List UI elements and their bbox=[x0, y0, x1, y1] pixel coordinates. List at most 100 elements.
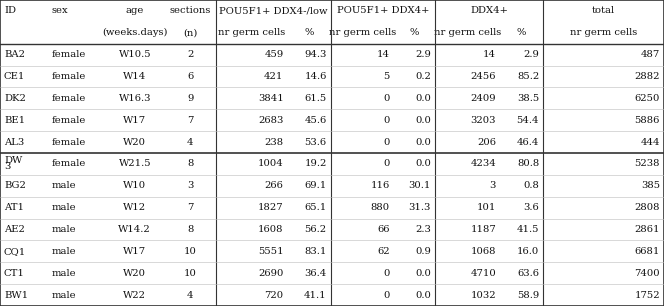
Text: 66: 66 bbox=[377, 225, 390, 234]
Text: ID: ID bbox=[4, 6, 16, 15]
Text: 6: 6 bbox=[187, 72, 193, 81]
Text: female: female bbox=[52, 50, 86, 59]
Text: nr germ cells: nr germ cells bbox=[570, 28, 637, 37]
Text: 4710: 4710 bbox=[470, 269, 496, 278]
Text: 238: 238 bbox=[264, 138, 284, 147]
Text: 54.4: 54.4 bbox=[517, 116, 539, 125]
Text: 14.6: 14.6 bbox=[304, 72, 327, 81]
Text: AT1: AT1 bbox=[4, 203, 24, 212]
Text: 7: 7 bbox=[187, 116, 193, 125]
Text: 116: 116 bbox=[371, 181, 390, 190]
Text: 1608: 1608 bbox=[258, 225, 284, 234]
Text: DW: DW bbox=[4, 156, 22, 165]
Text: male: male bbox=[52, 269, 76, 278]
Text: W20: W20 bbox=[124, 138, 146, 147]
Text: 0.0: 0.0 bbox=[415, 94, 431, 103]
Text: total: total bbox=[592, 6, 615, 15]
Text: 5: 5 bbox=[383, 72, 390, 81]
Text: 1752: 1752 bbox=[634, 291, 660, 300]
Text: 0.9: 0.9 bbox=[415, 247, 431, 256]
Text: 421: 421 bbox=[264, 72, 284, 81]
Text: 3.6: 3.6 bbox=[523, 203, 539, 212]
Text: 2.9: 2.9 bbox=[415, 50, 431, 59]
Text: 0.0: 0.0 bbox=[415, 116, 431, 125]
Text: 1827: 1827 bbox=[258, 203, 284, 212]
Text: age: age bbox=[125, 6, 144, 15]
Text: 3: 3 bbox=[187, 181, 193, 190]
Text: 41.5: 41.5 bbox=[517, 225, 539, 234]
Text: 31.3: 31.3 bbox=[408, 203, 431, 212]
Text: 0.0: 0.0 bbox=[415, 269, 431, 278]
Text: 80.8: 80.8 bbox=[517, 159, 539, 168]
Text: 3203: 3203 bbox=[471, 116, 496, 125]
Text: 4234: 4234 bbox=[470, 159, 496, 168]
Text: 0: 0 bbox=[383, 94, 390, 103]
Text: CQ1: CQ1 bbox=[4, 247, 27, 256]
Text: 16.0: 16.0 bbox=[517, 247, 539, 256]
Text: 83.1: 83.1 bbox=[304, 247, 327, 256]
Text: 206: 206 bbox=[477, 138, 496, 147]
Text: 0: 0 bbox=[383, 116, 390, 125]
Text: 85.2: 85.2 bbox=[517, 72, 539, 81]
Text: 0.2: 0.2 bbox=[415, 72, 431, 81]
Text: 36.4: 36.4 bbox=[304, 269, 327, 278]
Text: BE1: BE1 bbox=[4, 116, 25, 125]
Text: 444: 444 bbox=[641, 138, 660, 147]
Text: male: male bbox=[52, 225, 76, 234]
Text: 4: 4 bbox=[187, 138, 193, 147]
Text: 14: 14 bbox=[376, 50, 390, 59]
Text: 2.3: 2.3 bbox=[415, 225, 431, 234]
Text: 4: 4 bbox=[187, 291, 193, 300]
Text: W20: W20 bbox=[124, 269, 146, 278]
Text: 2683: 2683 bbox=[258, 116, 284, 125]
Text: DDX4+: DDX4+ bbox=[470, 6, 508, 15]
Text: 2409: 2409 bbox=[470, 94, 496, 103]
Text: 9: 9 bbox=[187, 94, 193, 103]
Text: %: % bbox=[304, 28, 314, 37]
Text: 0: 0 bbox=[383, 291, 390, 300]
Text: 1004: 1004 bbox=[258, 159, 284, 168]
Text: nr germ cells: nr germ cells bbox=[329, 28, 396, 37]
Text: nr germ cells: nr germ cells bbox=[434, 28, 501, 37]
Text: 3: 3 bbox=[4, 162, 11, 171]
Text: 65.1: 65.1 bbox=[304, 203, 327, 212]
Text: DK2: DK2 bbox=[4, 94, 26, 103]
Text: W22: W22 bbox=[124, 291, 146, 300]
Text: 69.1: 69.1 bbox=[304, 181, 327, 190]
Text: 38.5: 38.5 bbox=[517, 94, 539, 103]
Text: 5551: 5551 bbox=[258, 247, 284, 256]
Text: W17: W17 bbox=[124, 116, 146, 125]
Text: 0.0: 0.0 bbox=[415, 138, 431, 147]
Text: BW1: BW1 bbox=[4, 291, 28, 300]
Text: W21.5: W21.5 bbox=[118, 159, 151, 168]
Text: 41.1: 41.1 bbox=[304, 291, 327, 300]
Text: 63.6: 63.6 bbox=[517, 269, 539, 278]
Text: 6250: 6250 bbox=[635, 94, 660, 103]
Text: 101: 101 bbox=[477, 203, 496, 212]
Text: 1032: 1032 bbox=[470, 291, 496, 300]
Text: female: female bbox=[52, 159, 86, 168]
Text: sex: sex bbox=[52, 6, 68, 15]
Text: BG2: BG2 bbox=[4, 181, 26, 190]
Text: 3841: 3841 bbox=[258, 94, 284, 103]
Text: BA2: BA2 bbox=[4, 50, 25, 59]
Text: %: % bbox=[517, 28, 527, 37]
Text: POU5F1+ DDX4+: POU5F1+ DDX4+ bbox=[337, 6, 429, 15]
Text: 3: 3 bbox=[489, 181, 496, 190]
Text: 53.6: 53.6 bbox=[305, 138, 327, 147]
Text: 6681: 6681 bbox=[635, 247, 660, 256]
Text: 2.9: 2.9 bbox=[523, 50, 539, 59]
Text: male: male bbox=[52, 203, 76, 212]
Text: 56.2: 56.2 bbox=[305, 225, 327, 234]
Text: 7: 7 bbox=[187, 203, 193, 212]
Text: female: female bbox=[52, 116, 86, 125]
Text: 10: 10 bbox=[184, 269, 197, 278]
Text: 2: 2 bbox=[187, 50, 193, 59]
Text: 2861: 2861 bbox=[635, 225, 660, 234]
Text: 0: 0 bbox=[383, 269, 390, 278]
Text: male: male bbox=[52, 181, 76, 190]
Text: 1187: 1187 bbox=[470, 225, 496, 234]
Text: 385: 385 bbox=[641, 181, 660, 190]
Text: 0.8: 0.8 bbox=[523, 181, 539, 190]
Text: female: female bbox=[52, 72, 86, 81]
